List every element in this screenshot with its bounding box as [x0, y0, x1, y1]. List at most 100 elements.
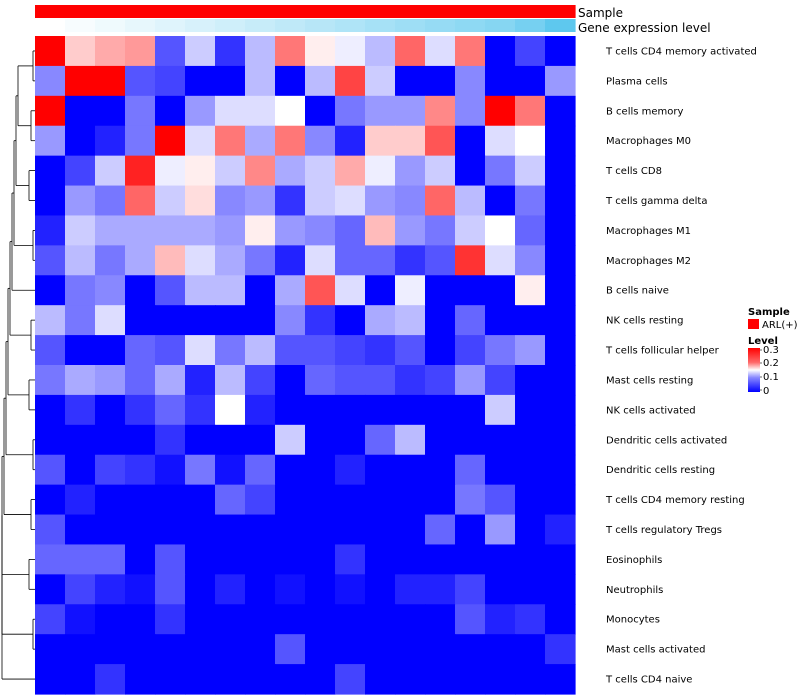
- sample-annotation-cell: [485, 5, 516, 18]
- heatmap-cell: [455, 245, 486, 276]
- gene-expression-annotation-cell: [335, 19, 366, 32]
- heatmap-cell: [245, 95, 276, 127]
- heatmap-cell: [245, 604, 276, 635]
- heatmap-cell: [545, 574, 576, 605]
- heatmap-cell: [305, 394, 336, 426]
- heatmap-cell: [425, 275, 456, 306]
- heatmap-cell: [335, 155, 366, 187]
- gene-expression-annotation-cell: [65, 19, 96, 32]
- heatmap-cell: [455, 215, 486, 246]
- heatmap-cell: [365, 275, 396, 306]
- heatmap-cell: [395, 604, 426, 635]
- heatmap-cell: [395, 394, 426, 426]
- heatmap-cell: [275, 65, 306, 97]
- heatmap-cell: [95, 484, 126, 516]
- heatmap-cell: [395, 335, 426, 366]
- heatmap-cell: [215, 634, 246, 665]
- row-label: Dendritic cells activated: [606, 435, 727, 446]
- heatmap-cell: [425, 574, 456, 605]
- heatmap-cell: [215, 574, 246, 605]
- heatmap-cell: [485, 574, 516, 605]
- heatmap-cell: [125, 394, 156, 426]
- heatmap-cell: [335, 574, 366, 605]
- heatmap-cell: [125, 365, 156, 396]
- heatmap-cell: [65, 514, 96, 546]
- heatmap-cell: [125, 65, 156, 97]
- heatmap-cell: [65, 125, 96, 157]
- heatmap-cell: [395, 155, 426, 187]
- heatmap-cell: [155, 514, 186, 546]
- heatmap-cell: [215, 335, 246, 366]
- heatmap-cell: [425, 634, 456, 665]
- heatmap-cell: [245, 245, 276, 276]
- heatmap-cell: [455, 365, 486, 396]
- heatmap-cell: [95, 394, 126, 426]
- heatmap-cell: [305, 454, 336, 486]
- heatmap-cell: [215, 245, 246, 276]
- sample-annotation-cell: [215, 5, 246, 18]
- heatmap-cell: [395, 574, 426, 605]
- row-label: NK cells resting: [606, 316, 683, 327]
- heatmap-cell: [515, 36, 546, 67]
- heatmap-cell: [545, 275, 576, 306]
- heatmap-cell: [35, 155, 66, 187]
- heatmap-cell: [275, 394, 306, 426]
- heatmap-cell: [65, 275, 96, 306]
- row-label: T cells regulatory Tregs: [605, 525, 722, 536]
- heatmap-cell: [425, 544, 456, 575]
- sample-annotation-cell: [395, 5, 426, 18]
- heatmap-cell: [335, 484, 366, 516]
- heatmap-cell: [545, 544, 576, 575]
- heatmap-cell: [275, 335, 306, 366]
- heatmap-cell: [455, 424, 486, 456]
- sample-annotation-cell: [185, 5, 216, 18]
- heatmap-cell: [95, 604, 126, 635]
- heatmap-cell: [155, 215, 186, 246]
- heatmap-cell: [275, 634, 306, 665]
- heatmap-cell: [155, 604, 186, 635]
- heatmap-cell: [65, 394, 96, 426]
- row-label: Monocytes: [606, 615, 660, 626]
- row-label: T cells gamma delta: [605, 196, 707, 207]
- heatmap-cell: [185, 514, 216, 546]
- heatmap-cell: [365, 215, 396, 246]
- heatmap-cell: [95, 365, 126, 396]
- heatmap-cell: [485, 424, 516, 456]
- heatmap-cell: [35, 574, 66, 605]
- heatmap-cell: [305, 275, 336, 306]
- heatmap-cell: [185, 394, 216, 426]
- heatmap-cell: [245, 514, 276, 546]
- level-tick-label: 0.2: [763, 358, 779, 369]
- heatmap-cell: [155, 95, 186, 127]
- sample-track-label: Sample: [578, 6, 623, 20]
- heatmap-cell: [545, 215, 576, 246]
- heatmap-cell: [365, 245, 396, 276]
- heatmap-cell: [395, 125, 426, 157]
- heatmap-cell: [335, 36, 366, 67]
- heatmap-cell: [215, 155, 246, 187]
- heatmap-cell: [365, 65, 396, 97]
- heatmap-cell: [545, 514, 576, 546]
- heatmap-cell: [545, 424, 576, 456]
- heatmap-cell: [425, 394, 456, 426]
- heatmap-cell: [185, 574, 216, 605]
- heatmap-cell: [485, 185, 516, 217]
- heatmap-cell: [515, 65, 546, 97]
- heatmap-cell: [35, 484, 66, 516]
- heatmap-cell: [515, 185, 546, 217]
- heatmap-cell: [125, 574, 156, 605]
- heatmap-cell: [35, 514, 66, 546]
- heatmap-cell: [125, 305, 156, 336]
- gene-expression-annotation-cell: [425, 19, 456, 32]
- heatmap-cell: [545, 65, 576, 97]
- row-labels: T cells CD4 memory activated Plasma cells…: [605, 46, 757, 685]
- heatmap-cell: [155, 305, 186, 336]
- heatmap-cell: [35, 544, 66, 575]
- heatmap-cell: [185, 664, 216, 695]
- row-label: B cells naive: [606, 286, 669, 297]
- heatmap-cell: [95, 514, 126, 546]
- heatmap-cell: [185, 155, 216, 187]
- heatmap-cell: [365, 95, 396, 127]
- heatmap-cell: [95, 125, 126, 157]
- heatmap-cell: [125, 215, 156, 246]
